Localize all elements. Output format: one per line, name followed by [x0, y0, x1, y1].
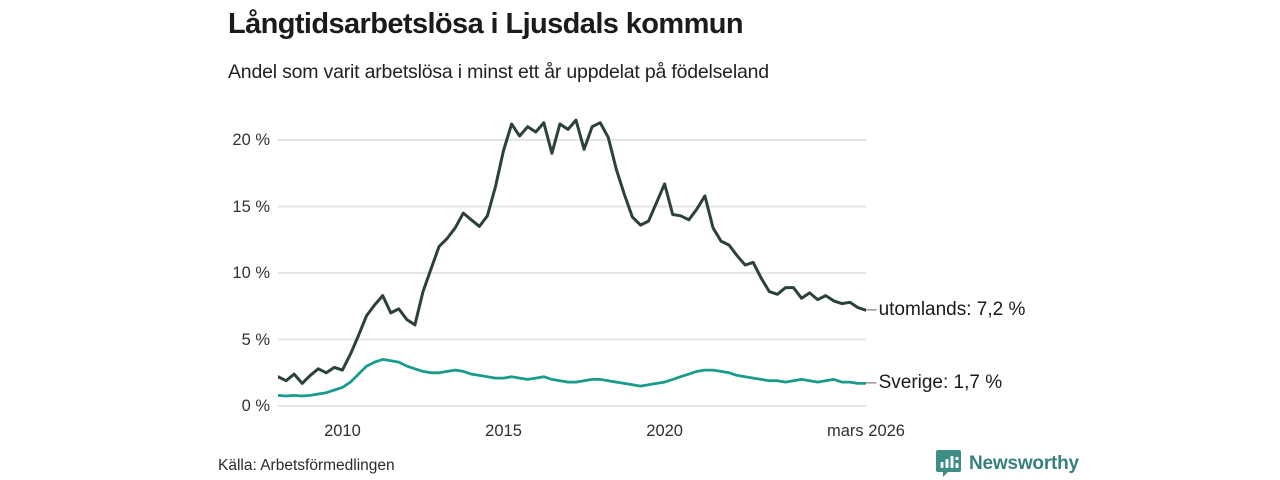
y-tick-label: 5 %: [241, 330, 270, 349]
newsworthy-logo: Newsworthy: [936, 450, 1079, 477]
y-tick-label: 15 %: [232, 197, 270, 216]
sverige-line: [278, 357, 866, 398]
x-tick-label: 2010: [324, 422, 361, 440]
utomlands-line: [278, 118, 866, 385]
series-label-text: Sverige: 1,7 %: [878, 372, 1003, 394]
y-tick-label: 10 %: [232, 264, 270, 282]
chart-subtitle: Andel som varit arbetslösa i minst ett å…: [228, 61, 769, 83]
newsworthy-logo-text: Newsworthy: [969, 452, 1079, 474]
x-tick-label: mars 2026: [827, 422, 905, 440]
y-tick-label: 0 %: [241, 397, 270, 415]
label-tick-dash: –: [866, 372, 877, 394]
y-tick-label: 20 %: [232, 131, 270, 149]
series-end-label-utomlands: – utomlands: 7,2 %: [866, 297, 1025, 322]
x-tick-label: 2020: [646, 422, 683, 440]
chart-title: Långtidsarbetslösa i Ljusdals kommun: [228, 8, 744, 40]
label-tick-dash: –: [866, 299, 877, 321]
x-tick-label: 2015: [485, 422, 522, 440]
plot-area: [278, 118, 866, 407]
series-label-text: utomlands: 7,2 %: [878, 299, 1026, 321]
source-note: Källa: Arbetsförmedlingen: [218, 457, 395, 474]
series-end-label-sverige: – Sverige: 1,7 %: [866, 370, 1002, 395]
bar-chart-badge-icon: [936, 450, 961, 477]
